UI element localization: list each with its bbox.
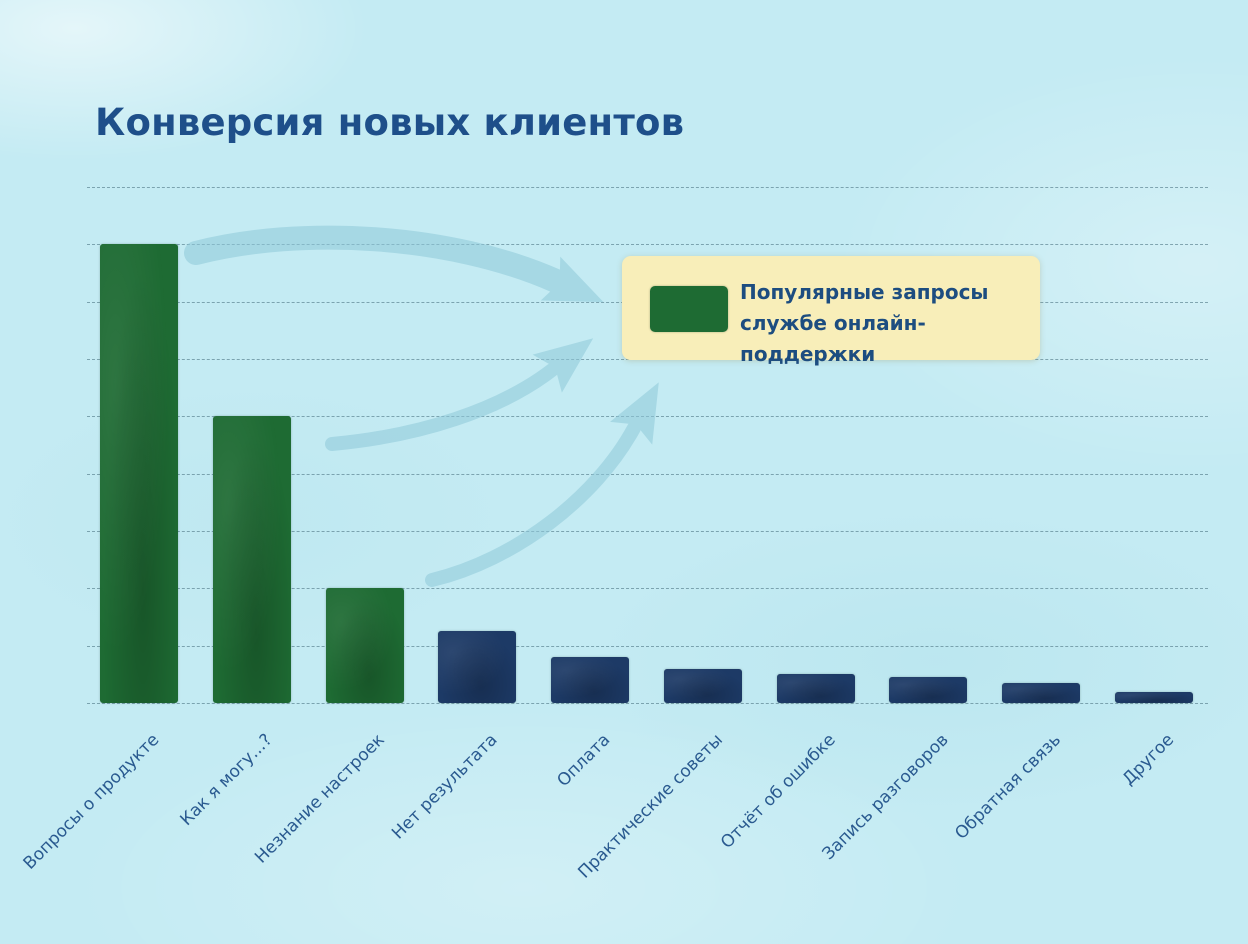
bar-watercolor-texture [777,674,855,703]
arrow-from-bar3-icon [425,382,659,587]
legend-label-line1: Популярные запросы [740,280,989,304]
arrow-from-bar2-icon [325,338,594,451]
legend-swatch-green [650,286,728,332]
gridline-10 [87,703,1208,704]
legend-label: Популярные запросы службе онлайн-поддерж… [740,277,1040,370]
bar-watercolor-texture [889,677,967,703]
page-title: Конверсия новых клиентов [95,100,685,144]
gridline-8 [87,588,1208,589]
bar-watercolor-texture [213,416,291,703]
bar-watercolor-texture [664,669,742,703]
bar-1 [100,244,178,703]
gridline-6 [87,474,1208,475]
bar-4 [438,631,516,703]
gridline-2 [87,244,1208,245]
arrow-from-bar1-icon [184,225,604,303]
bar-5 [551,657,629,703]
bar-watercolor-texture [100,244,178,703]
legend-box: Популярные запросы службе онлайн-поддерж… [622,256,1040,366]
bar-3 [326,588,404,703]
bar-7 [777,674,855,703]
bar-6 [664,669,742,703]
bar-watercolor-texture [326,588,404,703]
gridline-7 [87,531,1208,532]
bar-watercolor-texture [1002,683,1080,703]
legend-label-line2: службе онлайн-поддержки [740,311,926,366]
bar-watercolor-texture [438,631,516,703]
bar-2 [213,416,291,703]
bar-8 [889,677,967,703]
bar-9 [1002,683,1080,703]
bar-10 [1115,692,1193,703]
bar-watercolor-texture [1115,692,1193,703]
gridline-9 [87,646,1208,647]
bar-watercolor-texture [551,657,629,703]
gridline-1 [87,187,1208,188]
